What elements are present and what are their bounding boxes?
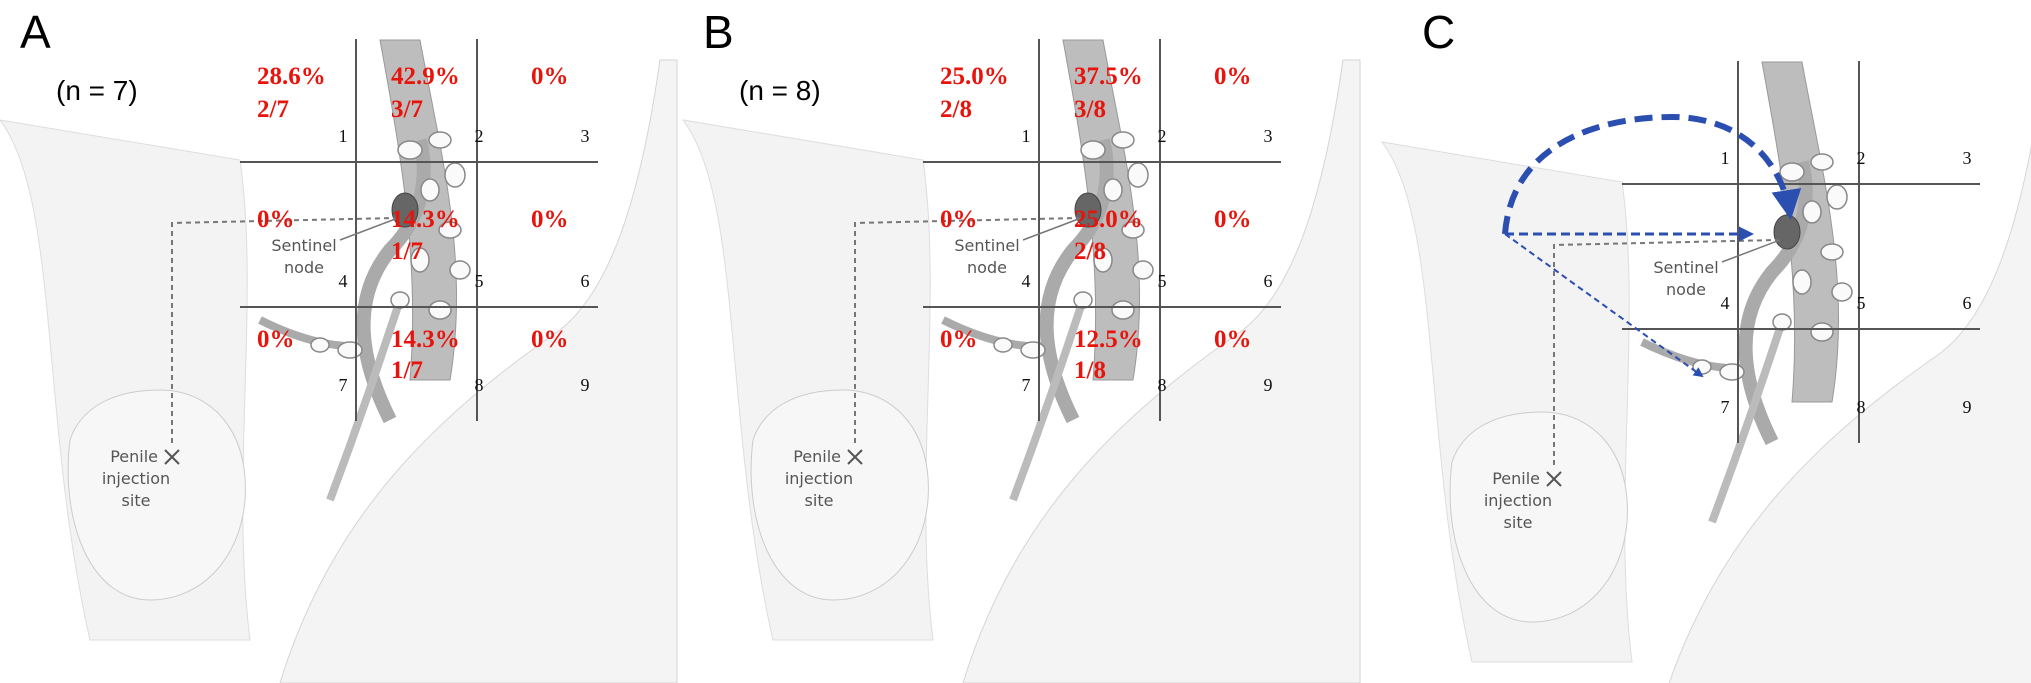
sentinel-node	[1074, 192, 1102, 228]
zone-number: 8	[1158, 375, 1167, 395]
zone-fraction: 3/8	[1074, 96, 1106, 123]
sample-size: (n = 7)	[56, 75, 138, 106]
zone-fraction: 3/7	[391, 96, 423, 123]
sentinel-node	[1773, 214, 1801, 250]
zone-fraction: 2/8	[1074, 238, 1106, 265]
sentinel-label: Sentinel	[1653, 258, 1718, 277]
injection-mark	[847, 449, 863, 465]
zone-number: 3	[581, 126, 590, 146]
zone-fraction: 2/7	[257, 96, 289, 123]
leader	[1721, 239, 1781, 263]
zone-percent: 0%	[940, 326, 978, 353]
zone-number: 9	[581, 375, 590, 395]
injection-label: site	[805, 491, 834, 510]
arrow	[1504, 233, 1704, 378]
zone-number: 9	[1264, 375, 1273, 395]
sentinel-node	[391, 192, 419, 228]
diagram: Sentinel node Penile injection site 1 25.0% 2/8…	[683, 39, 1360, 683]
injection-label: Penile	[110, 447, 158, 466]
zone-number: 1	[1721, 148, 1730, 168]
zone-number: 7	[339, 375, 348, 395]
injection-label: injection	[1484, 491, 1552, 510]
diagram: Sentinel node Penile injection site 1 28.6% 2/7…	[0, 39, 677, 683]
diagram: Sentinel node Penile injection site 1 2 3 4 5 6 7 8 9	[1382, 61, 2031, 683]
zone-percent: 0%	[257, 326, 295, 353]
zone-number: 7	[1022, 375, 1031, 395]
zone-fraction: 2/8	[940, 96, 972, 123]
injection-mark	[164, 449, 180, 465]
zone-number: 1	[1022, 126, 1031, 146]
leader	[1022, 217, 1082, 241]
zone-percent: 0%	[1214, 63, 1252, 90]
arrow	[1502, 113, 1802, 235]
zone-percent: 0%	[940, 206, 978, 233]
zone-percent: 28.6%	[257, 63, 326, 90]
injection-label: Penile	[793, 447, 841, 466]
zone-number: 2	[1857, 148, 1866, 168]
zone-number: 3	[1264, 126, 1273, 146]
zone-number: 6	[1264, 271, 1273, 291]
zone-percent: 0%	[531, 206, 569, 233]
injection-label: site	[1504, 513, 1533, 532]
sentinel-label: node	[1666, 280, 1706, 299]
zone-number: 9	[1963, 397, 1972, 417]
sample-size: (n = 8)	[739, 75, 821, 106]
zone-percent: 0%	[257, 206, 295, 233]
zone-number: 1	[339, 126, 348, 146]
sentinel-label: node	[967, 258, 1007, 277]
zone-fraction: 1/7	[391, 238, 423, 265]
zone-number: 2	[1158, 126, 1167, 146]
zone-number: 6	[581, 271, 590, 291]
zone-percent: 25.0%	[940, 63, 1009, 90]
zone-number: 4	[1721, 293, 1730, 313]
zone-percent: 14.3%	[391, 326, 460, 353]
zone-percent: 37.5%	[1074, 63, 1143, 90]
zone-percent: 12.5%	[1074, 326, 1143, 353]
zone-percent: 0%	[1214, 326, 1252, 353]
zone-number: 7	[1721, 397, 1730, 417]
sentinel-label: Sentinel	[954, 236, 1019, 255]
sentinel-label: Sentinel	[271, 236, 336, 255]
zone-number: 4	[339, 271, 348, 291]
zone-number: 8	[475, 375, 484, 395]
zone-number: 8	[1857, 397, 1866, 417]
zone-percent: 0%	[531, 63, 569, 90]
zone-fraction: 1/8	[1074, 357, 1106, 384]
panel: Sentinel node Penile injection site 1 28.6% 2/7…	[0, 6, 677, 683]
anatomy	[1382, 62, 2031, 683]
injection-label: injection	[102, 469, 170, 488]
panel-label: C	[1422, 6, 1455, 58]
sentinel-label: node	[284, 258, 324, 277]
injection-label: site	[122, 491, 151, 510]
lymph-path	[1553, 239, 1778, 465]
zone-fraction: 1/7	[391, 357, 423, 384]
injection-mark	[1546, 471, 1562, 487]
zone-number: 5	[1158, 271, 1167, 291]
panel: Sentinel node Penile injection site 1 2 3 4 5 6 7 8 9…	[1382, 6, 2031, 683]
panel-label: B	[703, 6, 734, 58]
zone-percent: 0%	[1214, 206, 1252, 233]
zone-percent: 42.9%	[391, 63, 460, 90]
panel-label: A	[20, 6, 51, 58]
zone-number: 3	[1963, 148, 1972, 168]
injection-label: Penile	[1492, 469, 1540, 488]
panel: Sentinel node Penile injection site 1 25.0% 2/8…	[683, 6, 1360, 683]
zone-percent: 14.3%	[391, 206, 460, 233]
zone-number: 5	[475, 271, 484, 291]
zone-number: 4	[1022, 271, 1031, 291]
zone-number: 6	[1963, 293, 1972, 313]
injection-label: injection	[785, 469, 853, 488]
lymph-path	[854, 217, 1079, 443]
zone-percent: 0%	[531, 326, 569, 353]
zone-percent: 25.0%	[1074, 206, 1143, 233]
leader	[339, 217, 399, 241]
lymph-path	[171, 217, 396, 443]
zone-number: 2	[475, 126, 484, 146]
zone-number: 5	[1857, 293, 1866, 313]
